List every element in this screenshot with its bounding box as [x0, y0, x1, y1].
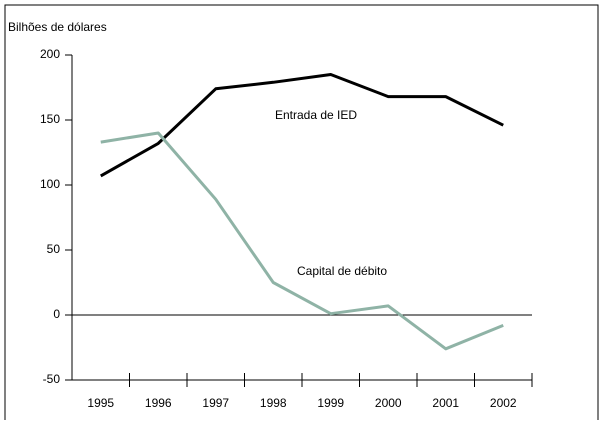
- x-tick-label: 2001: [432, 396, 459, 410]
- y-tick-label: 150: [40, 112, 60, 126]
- series-line: [100, 131, 504, 351]
- x-tick-label: 1996: [145, 396, 172, 410]
- x-tick-label: 2002: [490, 396, 517, 410]
- y-tick-label: 100: [40, 177, 60, 191]
- x-tick-label: 1999: [317, 396, 344, 410]
- y-tick-label: 200: [40, 47, 60, 61]
- y-tick-label: -50: [43, 372, 61, 386]
- series-label: Entrada de IED: [275, 108, 357, 122]
- series-label: Capital de débito: [297, 264, 387, 278]
- x-tick-label: 1998: [260, 396, 287, 410]
- y-tick-label: 50: [47, 242, 61, 256]
- series-line: [100, 73, 504, 178]
- x-tick-label: 1995: [87, 396, 114, 410]
- y-axis-label: Bilhões de dólares: [8, 20, 107, 34]
- x-tick-label: 2000: [375, 396, 402, 410]
- x-tick-label: 1997: [202, 396, 229, 410]
- frame: [4, 4, 599, 420]
- y-tick-label: 0: [53, 307, 60, 321]
